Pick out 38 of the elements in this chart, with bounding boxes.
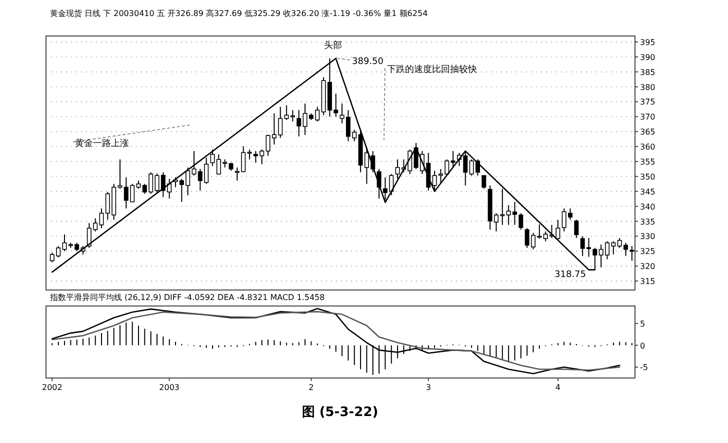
candlestick <box>482 175 486 190</box>
y-tick-label: 365 <box>640 128 656 137</box>
y-tick-label: 5 <box>640 319 646 328</box>
y-tick-label: 325 <box>640 247 656 256</box>
chart-title: 指数平滑异同平均线 (26,12,9) DIFF -4.0592 DEA -4.8321 MACD 1.5458 <box>49 293 325 302</box>
y-tick-label: 350 <box>640 172 656 182</box>
y-tick-label: 385 <box>640 68 656 77</box>
y-tick-label: 320 <box>640 262 656 272</box>
x-tick-label: 3 <box>426 383 431 392</box>
candlestick <box>296 110 302 137</box>
candlestick <box>247 149 252 160</box>
chart-title: 黄金现货 日线 下 20030410 五 开326.89 高327.69 低325.29 收326.20 涨-1.19 -0.36% 量1 额6254 <box>50 9 428 18</box>
annotation: 318.75 <box>554 270 586 280</box>
x-tick-label: 4 <box>555 383 560 392</box>
y-tick-label: 360 <box>640 142 656 152</box>
y-tick-label: -5 <box>640 363 648 372</box>
y-tick-label: 345 <box>640 187 656 196</box>
candlestick <box>450 150 456 168</box>
annotation: 头部 <box>324 40 342 51</box>
candlestick <box>574 219 579 239</box>
y-tick-label: 330 <box>640 232 656 242</box>
x-tick-label: 2002 <box>42 383 62 392</box>
y-tick-label: 370 <box>640 112 656 122</box>
y-tick-label: 315 <box>640 277 656 286</box>
y-tick-label: 355 <box>640 158 656 167</box>
y-tick-label: 390 <box>640 52 656 62</box>
text: 图 (5-3-22) <box>302 405 378 420</box>
y-tick-label: 335 <box>640 217 656 226</box>
x-tick-label: 2 <box>308 383 314 392</box>
annotation: 389.50 <box>352 57 384 67</box>
y-tick-label: 340 <box>640 202 656 212</box>
annotation: 黄金一路上涨 <box>75 138 129 149</box>
y-tick-label: 0 <box>640 341 646 350</box>
y-tick-label: 375 <box>640 98 656 107</box>
y-tick-label: 395 <box>640 38 656 47</box>
x-tick-label: 2003 <box>159 383 180 392</box>
y-tick-label: 380 <box>640 82 656 92</box>
annotation: 下跌的速度比回抽较快 <box>387 64 477 75</box>
